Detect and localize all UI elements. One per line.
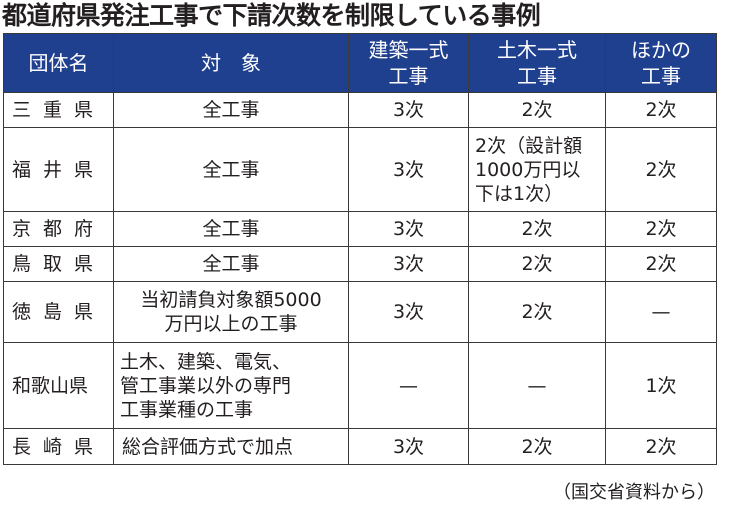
source-note: （国交省資料から） (553, 482, 715, 503)
table-row: 福井県 全工事 3次 2次（設計額 1000万円以 下は1次） 2次 (3, 127, 717, 212)
target-cell: 全工事 (113, 127, 349, 212)
table-row: 三重県 全工事 3次 2次 2次 (3, 92, 717, 128)
target-cell: 総合評価方式で加点 (113, 428, 349, 465)
civil-cell: 2次（設計額 1000万円以 下は1次） (468, 127, 606, 212)
civil-cell: 2次 (468, 211, 606, 247)
building-cell: — (348, 342, 469, 429)
table-row: 和歌山県 土木、建築、電気、 管工事業以外の専門 工事業種の工事 — — 1次 (3, 342, 717, 429)
table-row: 長崎県 総合評価方式で加点 3次 2次 2次 (3, 428, 717, 465)
other-cell: 2次 (605, 127, 717, 212)
prefecture-cell: 徳島県 (3, 281, 114, 343)
prefecture-cell: 和歌山県 (3, 342, 114, 429)
prefecture-cell: 長崎県 (3, 428, 114, 465)
target-cell: 当初請負対象額5000 万円以上の工事 (113, 281, 349, 343)
table-row: 京都府 全工事 3次 2次 2次 (3, 211, 717, 247)
column-header-other-work: ほかの 工事 (605, 33, 717, 93)
prefecture-cell: 鳥取県 (3, 246, 114, 282)
other-cell: 2次 (605, 92, 717, 128)
other-cell: 2次 (605, 428, 717, 465)
building-cell: 3次 (348, 211, 469, 247)
page-title: 都道府県発注工事で下請次数を制限している事例 (2, 1, 541, 30)
prefecture-cell: 福井県 (3, 127, 114, 212)
column-header-organization: 団体名 (3, 33, 114, 93)
prefecture-cell: 三重県 (3, 92, 114, 128)
building-cell: 3次 (348, 127, 469, 212)
table-row: 徳島県 当初請負対象額5000 万円以上の工事 3次 2次 — (3, 281, 717, 343)
table-row: 鳥取県 全工事 3次 2次 2次 (3, 246, 717, 282)
target-cell: 全工事 (113, 211, 349, 247)
column-header-building-work: 建築一式 工事 (348, 33, 469, 93)
civil-cell: — (468, 342, 606, 429)
building-cell: 3次 (348, 92, 469, 128)
target-cell: 全工事 (113, 246, 349, 282)
civil-cell: 2次 (468, 281, 606, 343)
column-header-target: 対 象 (113, 33, 349, 93)
other-cell: 2次 (605, 211, 717, 247)
table-header-row: 団体名 対 象 建築一式 工事 土木一式 工事 ほかの 工事 (3, 33, 717, 93)
civil-cell: 2次 (468, 246, 606, 282)
other-cell: 2次 (605, 246, 717, 282)
prefecture-cell: 京都府 (3, 211, 114, 247)
column-header-civil-work: 土木一式 工事 (468, 33, 606, 93)
civil-cell: 2次 (468, 92, 606, 128)
target-cell: 土木、建築、電気、 管工事業以外の専門 工事業種の工事 (113, 342, 349, 429)
subcontract-limit-table: 団体名 対 象 建築一式 工事 土木一式 工事 ほかの 工事 三重県 全工事 3… (3, 33, 717, 465)
other-cell: — (605, 281, 717, 343)
building-cell: 3次 (348, 281, 469, 343)
building-cell: 3次 (348, 428, 469, 465)
other-cell: 1次 (605, 342, 717, 429)
civil-cell: 2次 (468, 428, 606, 465)
target-cell: 全工事 (113, 92, 349, 128)
building-cell: 3次 (348, 246, 469, 282)
